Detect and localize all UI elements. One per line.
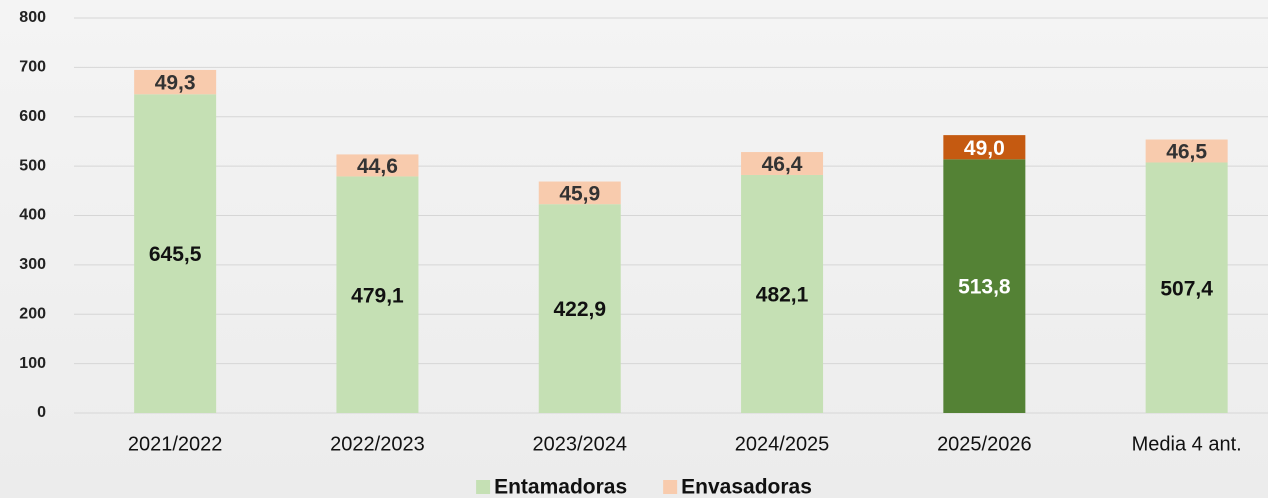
x-tick-label: 2024/2025 <box>735 433 830 455</box>
bar-segment <box>741 152 824 175</box>
bar-segment <box>538 181 621 205</box>
value-label: 44,6 <box>357 155 398 178</box>
x-tick-label: 2021/2022 <box>128 433 223 455</box>
x-tick-label: 2022/2023 <box>330 433 425 455</box>
value-label: 482,1 <box>756 284 809 307</box>
y-tick-label: 700 <box>19 59 46 76</box>
y-tick-label: 600 <box>19 108 46 125</box>
bar-segment <box>943 159 1026 413</box>
value-label: 46,4 <box>762 153 803 176</box>
value-label: 479,1 <box>351 284 404 307</box>
y-tick-label: 300 <box>19 256 46 273</box>
bar-segment <box>336 154 419 177</box>
value-label: 513,8 <box>958 276 1011 299</box>
bar-segment <box>1145 162 1228 413</box>
y-tick-label: 800 <box>19 9 46 26</box>
value-label: 422,9 <box>553 298 606 321</box>
y-tick-label: 100 <box>19 355 46 372</box>
value-label: 49,0 <box>964 137 1005 160</box>
value-label: 49,3 <box>155 72 196 95</box>
value-label: 45,9 <box>559 182 600 205</box>
value-label: 645,5 <box>149 243 202 266</box>
value-label: 46,5 <box>1166 141 1207 164</box>
bar-segment <box>134 69 217 95</box>
y-tick-label: 500 <box>19 157 46 174</box>
value-label: 507,4 <box>1160 277 1213 300</box>
y-tick-label: 0 <box>37 404 46 421</box>
x-tick-label: Media 4 ant. <box>1132 433 1242 455</box>
bar-segment <box>741 174 824 413</box>
y-tick-label: 400 <box>19 207 46 224</box>
bar-segment <box>336 176 419 413</box>
y-tick-label: 200 <box>19 305 46 322</box>
bar-segment <box>1145 139 1228 163</box>
x-tick-label: 2023/2024 <box>532 433 627 455</box>
bar-segment <box>538 204 621 413</box>
legend-label: Entamadoras <box>494 476 627 498</box>
x-tick-label: 2025/2026 <box>937 433 1032 455</box>
bar-segment <box>943 135 1026 160</box>
legend-label: Envasadoras <box>681 476 812 498</box>
legend-swatch <box>663 480 678 494</box>
legend-swatch <box>476 480 491 494</box>
bar-segment <box>134 94 217 414</box>
